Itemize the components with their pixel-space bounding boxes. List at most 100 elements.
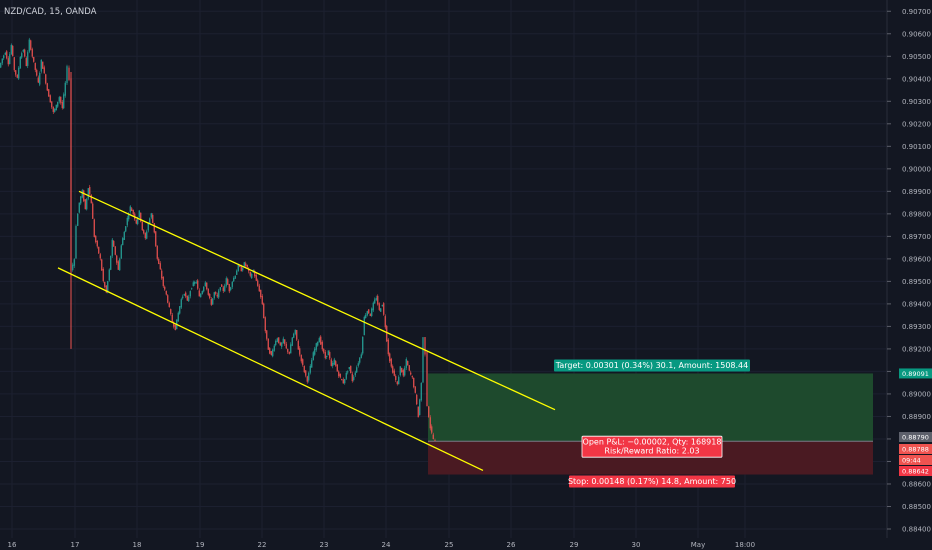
candle-body [428, 406, 430, 418]
candle-body [419, 399, 421, 416]
candle-body [51, 101, 53, 108]
candle-body [407, 361, 409, 366]
candle-body [261, 295, 263, 305]
candle-body [37, 77, 39, 83]
candle-body [377, 295, 379, 305]
candle-body [299, 348, 301, 355]
candle-body [390, 358, 392, 367]
candle-body [222, 287, 224, 291]
candle-body [368, 309, 370, 314]
price-tag [899, 455, 932, 465]
candle-body [99, 254, 101, 259]
candle-body [122, 238, 124, 246]
candle-body [243, 262, 245, 267]
y-tick-label: 0.89300 [902, 323, 931, 331]
x-tick-label: 19 [196, 541, 205, 549]
position-zones[interactable] [428, 373, 873, 475]
candle-body [93, 219, 95, 237]
x-tick-label: May [691, 541, 705, 549]
candle-body [432, 434, 434, 440]
channel-upper-line[interactable] [78, 190, 556, 411]
y-tick-label: 0.89900 [902, 188, 931, 196]
candle-body [49, 95, 51, 103]
target-label: Target: 0.00301 (0.34%) 30.1, Amount: 15… [554, 359, 750, 372]
candle-body [174, 324, 176, 330]
candle-body [221, 284, 223, 287]
pnl-label-text: Open P&L: −0.00002, Qty: 168918 [583, 438, 722, 447]
price-tag-label: 0.88642 [902, 467, 929, 475]
candle-body [156, 245, 158, 259]
candle-body [197, 280, 199, 289]
candle-body [266, 330, 268, 339]
candle-body [336, 364, 338, 372]
candle-body [387, 339, 389, 355]
candle-body [80, 196, 82, 204]
price-tag-label: 0.88788 [902, 445, 929, 453]
candle-body [188, 296, 190, 302]
candle-body [72, 264, 74, 271]
candle-body [315, 343, 317, 350]
candle-body [189, 291, 191, 297]
target-zone[interactable] [428, 373, 873, 442]
candle-body [357, 363, 359, 366]
candle-body [383, 303, 385, 315]
candle-body [219, 287, 221, 291]
y-tick-label: 0.89000 [902, 390, 931, 398]
candle-body [105, 285, 107, 293]
candle-body [424, 337, 426, 355]
candle-body [260, 289, 262, 298]
y-tick-label: 0.89400 [902, 300, 931, 308]
y-tick-label: 0.89800 [902, 210, 931, 218]
candle-body [309, 365, 311, 373]
candle-body [89, 186, 91, 195]
candle-body [275, 340, 277, 346]
candle-body [320, 336, 322, 345]
candle-body [27, 52, 29, 66]
candle-body [245, 263, 247, 266]
candle-body [185, 292, 187, 297]
candle-body [125, 226, 127, 232]
candle-body [273, 345, 275, 351]
candle-body [162, 277, 164, 287]
candle-body [10, 44, 12, 55]
candle-body [117, 261, 119, 270]
candle-body [254, 271, 256, 277]
candle-body [324, 352, 326, 359]
price-tag [899, 432, 932, 442]
x-axis-ticks: 16 17 18 19 22 23 24 25 26 29 30 May 18:00 [8, 541, 756, 549]
candle-body [318, 338, 320, 343]
y-tick-label: 0.89200 [902, 345, 931, 353]
channel-lines[interactable] [57, 190, 556, 472]
candle-body [240, 266, 242, 272]
candle-body [351, 373, 353, 382]
candle-body [291, 337, 293, 346]
candle-body [90, 194, 92, 204]
candle-body [7, 58, 9, 65]
candle-body [263, 303, 265, 319]
y-tick-label: 0.90200 [902, 120, 931, 128]
channel-lower-line[interactable] [57, 267, 484, 472]
candle-body [246, 264, 248, 268]
candle-body [242, 267, 244, 271]
candle-body [354, 372, 356, 376]
candle-body [6, 51, 8, 59]
candle-body [402, 370, 404, 376]
candle-body [282, 338, 284, 344]
time-axis[interactable] [0, 538, 932, 550]
candle-body [159, 263, 161, 270]
candle-body [87, 188, 89, 199]
candle-body [207, 288, 209, 295]
candle-body [141, 221, 143, 231]
candle-body [131, 208, 133, 211]
candle-body [270, 351, 272, 355]
candle-body [108, 269, 110, 281]
candle-body [204, 282, 206, 287]
candle-body [177, 312, 179, 322]
candle-body [234, 275, 236, 279]
candle-body [129, 206, 131, 212]
candle-body [375, 297, 377, 301]
candle-body [224, 285, 226, 292]
candle-body [360, 354, 362, 358]
pnl-label-text: Risk/Reward Ratio: 2.03 [604, 447, 699, 456]
